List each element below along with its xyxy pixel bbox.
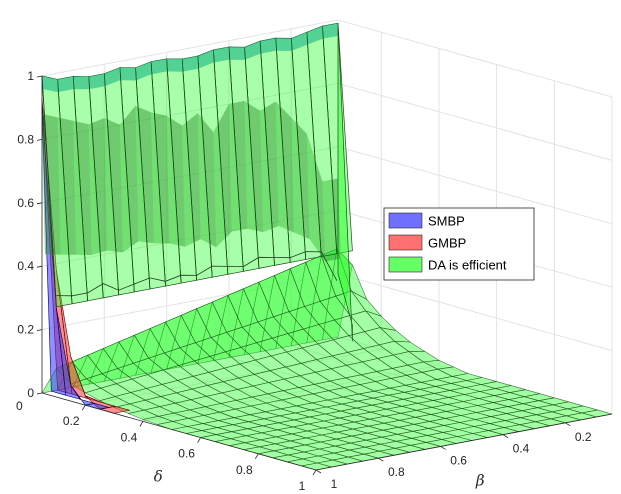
ridge-top-strip <box>228 47 245 60</box>
legend: SMBP GMBP DA is efficient <box>383 207 535 281</box>
ridge-inner-band <box>228 101 248 232</box>
delta-tick-label: 0.2 <box>63 414 80 428</box>
ridge-top-strip <box>104 67 120 87</box>
z-tick-label: 1 <box>27 69 34 83</box>
axis-layer: 0 0.2 0.4 0.6 0.8 1 0 0.2 0.4 0.6 0.8 1 1 0.8 0.6 0.4 0.… <box>16 69 613 493</box>
beta-tick <box>502 434 509 438</box>
delta-axis-label: δ <box>154 468 163 486</box>
delta-tick-label: 0.4 <box>121 430 138 444</box>
ridge-inner-band <box>182 113 201 247</box>
ridge-contour <box>56 251 338 297</box>
z-tick <box>36 139 43 141</box>
ridge-inner-band <box>213 104 232 248</box>
ridge-inner-band <box>260 101 279 233</box>
da-efficient-ridge <box>41 22 353 342</box>
floor-gridline <box>142 364 440 422</box>
ridge-top-strip <box>244 41 261 60</box>
ridge-inner-band <box>306 133 326 262</box>
ridge-inner-band <box>151 112 170 244</box>
delta-tick <box>312 469 317 476</box>
z-gridline <box>41 19 613 98</box>
ridge-top-strip <box>151 58 167 75</box>
smbp-surface <box>41 107 110 410</box>
delta-tick <box>197 437 201 443</box>
delta-tick <box>81 404 86 411</box>
legend-swatch-smbp <box>388 212 423 229</box>
ridge-top-strip <box>166 58 183 72</box>
z-tick-label: 0 <box>27 386 34 400</box>
ridge-inner-band <box>197 113 217 248</box>
beta-tick <box>440 446 446 450</box>
z-tick-label: 0.4 <box>17 259 34 273</box>
delta-axis-line <box>41 392 317 471</box>
ridge-top-strip <box>135 61 152 81</box>
z-tick-label: 0.2 <box>17 323 34 337</box>
ridge-top-strip <box>260 38 276 54</box>
delta-tick <box>254 453 259 459</box>
legend-swatch-gmbp <box>388 234 423 251</box>
ridge-end-wall <box>337 23 353 342</box>
delta-tick-label: 1 <box>299 479 306 493</box>
ridge-top-strip <box>291 32 307 51</box>
ridge-top-strip <box>42 76 58 93</box>
ridge-top-strip <box>197 49 214 69</box>
ridge-top-strip <box>119 67 136 81</box>
beta-tick <box>565 422 571 427</box>
ridge-top-strip <box>182 56 198 72</box>
z-tick-label-secondary: 0 <box>16 399 23 413</box>
ridge-top-strip <box>322 23 338 39</box>
ridge-top-strip <box>213 47 229 63</box>
ridge-fold-line <box>41 75 57 307</box>
legend-label-smbp: SMBP <box>428 214 465 229</box>
ridge-inner-band <box>42 114 61 255</box>
beta-tick-label: 0.8 <box>388 465 405 479</box>
z-tick <box>36 202 43 205</box>
ridge-top-strip <box>88 73 105 90</box>
ridge-top-strip <box>306 26 323 45</box>
delta-tick-label: 0.6 <box>178 447 195 461</box>
delta-tick <box>139 421 144 427</box>
ridge-inner-band <box>244 101 263 233</box>
ridge-inner-band <box>275 101 295 233</box>
beta-axis-label: β <box>475 471 485 489</box>
ridge-top-strip <box>57 76 74 93</box>
ridge-inner-band <box>104 118 123 253</box>
ridge-top-strip <box>275 38 292 51</box>
legend-swatch-da-is-efficient <box>388 256 423 273</box>
beta-tick <box>378 457 384 462</box>
z-tick <box>36 329 43 331</box>
z-tick <box>36 75 43 78</box>
beta-axis-line <box>315 413 613 471</box>
legend-label-da-is-efficient: DA is efficient <box>428 258 507 273</box>
z-tick-label: 0.6 <box>17 196 34 210</box>
beta-tick-label: 0.2 <box>575 430 592 444</box>
surface-layer <box>41 22 613 471</box>
beta-tick-label: 0.4 <box>513 442 530 456</box>
delta-tick-label: 0.8 <box>236 463 253 477</box>
beta-tick-label: 0.6 <box>450 453 467 467</box>
beta-tick-label: 1 <box>331 477 338 491</box>
back-wall-beta <box>42 20 338 393</box>
da-efficient-floor <box>41 248 613 471</box>
legend-label-gmbp: GMBP <box>428 236 466 251</box>
ridge-top-strip <box>73 76 89 90</box>
ridge-inner-band <box>166 115 186 247</box>
z-tick <box>36 265 43 268</box>
z-tick <box>36 392 43 395</box>
floor-gridline <box>85 348 382 406</box>
z-tick-label: 0.8 <box>17 132 34 146</box>
beta-tick <box>315 469 322 474</box>
